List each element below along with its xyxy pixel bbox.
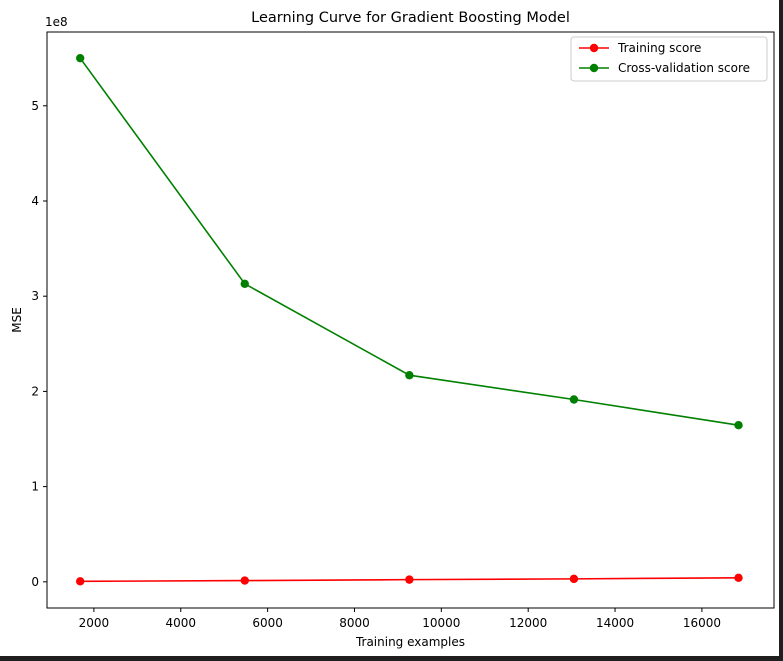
x-tick-label: 8000 — [339, 616, 370, 630]
cross-validation-score-line — [79, 57, 739, 426]
plot-area: 2000 4000 6000 8000 10000 12000 14000 16000 0 1 2 3… — [31, 31, 775, 630]
cross-validation-score-point — [75, 53, 85, 63]
cross-validation-score-point — [405, 371, 414, 380]
axes-frame — [46, 31, 775, 609]
x-tick-label: 6000 — [252, 616, 283, 630]
legend-training-score-label: Training score — [617, 41, 701, 55]
legend-training-score-marker — [589, 43, 599, 53]
training-score-point — [569, 574, 579, 584]
cross-validation-score-point — [569, 395, 579, 404]
x-tick-label: 12000 — [509, 616, 547, 630]
x-tick-label: 2000 — [79, 616, 110, 630]
y-tick-label: 4 — [31, 194, 39, 208]
cross-validation-score-point — [734, 421, 743, 430]
legend: Training score Cross-validation score — [570, 36, 768, 82]
x-axis-label: Training examples — [355, 635, 465, 649]
y-tick-label: 1 — [31, 480, 39, 494]
y-axis-label: MSE — [10, 307, 24, 333]
legend-cross-validation-score-label: Cross-validation score — [618, 61, 750, 75]
y-tick-label: 5 — [31, 99, 39, 113]
chart-title: Learning Curve for Gradient Boosting Mod… — [251, 10, 570, 26]
training-score-point — [405, 575, 414, 584]
y-tick-label: 0 — [31, 575, 39, 589]
y-axis-offset-label: 1e8 — [45, 15, 68, 29]
training-score-point — [734, 573, 743, 583]
y-tick-label: 3 — [31, 289, 39, 303]
x-tick-label: 10000 — [422, 616, 460, 630]
training-score-point — [75, 577, 85, 586]
legend-box — [570, 36, 768, 82]
legend-cross-validation-score-marker — [589, 63, 599, 73]
x-tick-label: 4000 — [165, 616, 196, 630]
training-score-point — [240, 576, 249, 585]
x-tick-label: 14000 — [596, 616, 634, 630]
x-tick-label: 16000 — [683, 616, 721, 630]
y-tick-label: 2 — [31, 384, 39, 398]
cross-validation-score-point — [240, 279, 249, 289]
